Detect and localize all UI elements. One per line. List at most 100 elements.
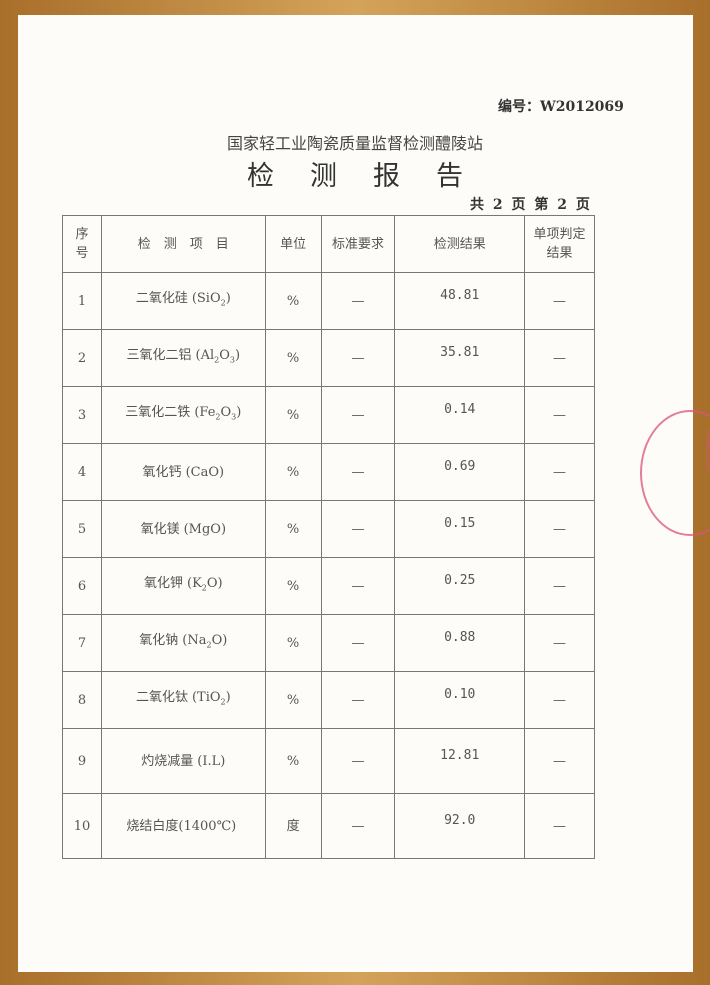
chemical-formula: (SiO2) — [191, 291, 231, 308]
formula-part: ) — [225, 690, 231, 706]
test-result: 0.25 — [394, 557, 526, 615]
test-result: 92.0 — [394, 793, 526, 859]
item-judgement-text: — — [553, 350, 567, 366]
chemical-formula: (K2O) — [187, 576, 223, 593]
item-name-text: 氧化钠 — [139, 633, 179, 649]
row-number: 4 — [62, 443, 102, 501]
test-result-text: 12.81 — [440, 747, 480, 763]
item-judgement: — — [524, 793, 595, 859]
formula-part: (SiO — [191, 291, 221, 307]
test-result: 12.81 — [394, 728, 526, 794]
organization-name: 国家轻工业陶瓷质量监督检测醴陵站 — [226, 134, 483, 153]
standard-requirement-text: — — [351, 464, 365, 480]
test-result: 0.10 — [394, 671, 526, 729]
unit-text: % — [286, 464, 300, 480]
unit: % — [264, 443, 322, 501]
unit: % — [264, 272, 322, 330]
item-name-text: 三氧化二铁 — [125, 405, 191, 421]
row-number-text: 9 — [77, 753, 87, 769]
item-judgement: — — [524, 386, 595, 444]
unit-text: % — [286, 753, 300, 769]
item-name: 二氧化硅 (SiO2) — [100, 272, 266, 330]
header-standard: 标准要求 — [320, 215, 396, 273]
standard-requirement: — — [320, 500, 396, 558]
standard-requirement-text: — — [351, 753, 365, 769]
test-result: 0.88 — [394, 614, 526, 672]
item-judgement: — — [524, 329, 595, 387]
formula-part: ) — [236, 405, 242, 421]
standard-requirement-text: — — [351, 578, 365, 594]
formula-part: O — [220, 405, 232, 421]
chemical-formula: (Al2O3) — [196, 348, 241, 365]
row-number-text: 6 — [77, 578, 87, 594]
item-name-text: 三氧化二铝 — [126, 348, 192, 364]
unit: % — [264, 500, 322, 558]
row-number: 10 — [62, 793, 102, 859]
item-judgement-text: — — [553, 753, 567, 769]
test-result-text: 48.81 — [440, 287, 480, 303]
item-judgement-text: — — [553, 818, 567, 834]
item-name-text: 氧化钙 — [142, 464, 182, 480]
table-row: 1 二氧化硅 (SiO2)% — 48.81 — — [62, 272, 595, 330]
results-table: 序号检 测 项 目单位 标准要求 检测结果 单项判定结果 1 二氧化硅 (SiO2)% —4… — [62, 215, 595, 859]
formula-part: (TiO — [191, 690, 221, 706]
table-row: 3 三氧化二铁 (Fe2O3)% —0.14— — [62, 386, 595, 444]
formula-part: 2 — [215, 412, 221, 422]
page-info: 共 2 页 第 2 页 — [470, 197, 592, 213]
test-result-text: 35.81 — [440, 344, 480, 360]
unit: % — [264, 614, 322, 672]
standard-requirement: — — [320, 793, 396, 859]
formula-part: (Na — [182, 633, 207, 649]
standard-requirement: — — [320, 614, 396, 672]
table-row: 2 三氧化二铝 (Al2O3)% —35.81— — [62, 329, 595, 387]
item-name: 氧化镁 (MgO) — [100, 500, 266, 558]
unit-text: 度 — [286, 818, 300, 834]
test-result-text: 0.10 — [444, 686, 476, 702]
chemical-formula: (CaO) — [186, 465, 225, 480]
item-judgement-text: — — [553, 578, 567, 594]
item-judgement-text: — — [553, 521, 567, 537]
item-name-text: 氧化镁 — [140, 521, 180, 537]
test-result: 0.14 — [394, 386, 526, 444]
chemical-formula: (TiO2) — [191, 690, 231, 707]
unit-text: % — [286, 635, 300, 651]
item-name-text: 二氧化钛 — [135, 690, 188, 706]
formula-part: (K — [187, 576, 202, 592]
item-judgement-text: — — [553, 407, 567, 423]
unit-text: % — [286, 578, 300, 594]
formula-part: (Fe — [194, 405, 216, 421]
formula-part: O) — [211, 633, 228, 649]
standard-requirement-text: — — [351, 350, 365, 366]
item-name-text: 烧结白度(1400℃) — [126, 818, 237, 834]
item-name-text: 氧化钾 — [143, 576, 183, 592]
item-judgement-text: — — [553, 293, 567, 309]
standard-requirement-text: — — [351, 818, 365, 834]
standard-requirement-text: — — [351, 293, 365, 309]
item-judgement: — — [524, 671, 595, 729]
standard-requirement: — — [320, 329, 396, 387]
formula-part: O — [219, 348, 230, 364]
header-result: 检测结果 — [394, 215, 526, 273]
row-number-text: 8 — [77, 692, 87, 708]
row-number-text: 4 — [77, 464, 87, 480]
item-judgement: — — [524, 728, 595, 794]
test-result-text: 0.14 — [444, 401, 476, 417]
formula-part: O) — [206, 576, 223, 592]
item-name: 烧结白度(1400℃) — [100, 793, 266, 859]
test-result-text: 92.0 — [444, 812, 476, 828]
row-number: 6 — [62, 557, 102, 615]
item-name: 三氧化二铁 (Fe2O3) — [100, 386, 266, 444]
item-judgement: — — [524, 443, 595, 501]
table-row: 8 二氧化钛 (TiO2)% — 0.10 — — [62, 671, 595, 729]
formula-part: 2 — [220, 298, 226, 308]
header-no: 序号 — [62, 215, 102, 273]
row-number: 1 — [62, 272, 102, 330]
standard-requirement-text: — — [351, 407, 365, 423]
formula-part: 2 — [201, 583, 207, 593]
table-row: 10 烧结白度(1400℃) 度 — 92.0 — — [62, 793, 595, 859]
row-number-text: 5 — [77, 521, 87, 537]
chemical-formula: (Fe2O3) — [194, 405, 242, 422]
table-row: 4 氧化钙 (CaO)% — 0.69 — — [62, 443, 595, 501]
item-name: 灼烧减量 (I.L) — [100, 728, 266, 794]
item-judgement: — — [524, 557, 595, 615]
